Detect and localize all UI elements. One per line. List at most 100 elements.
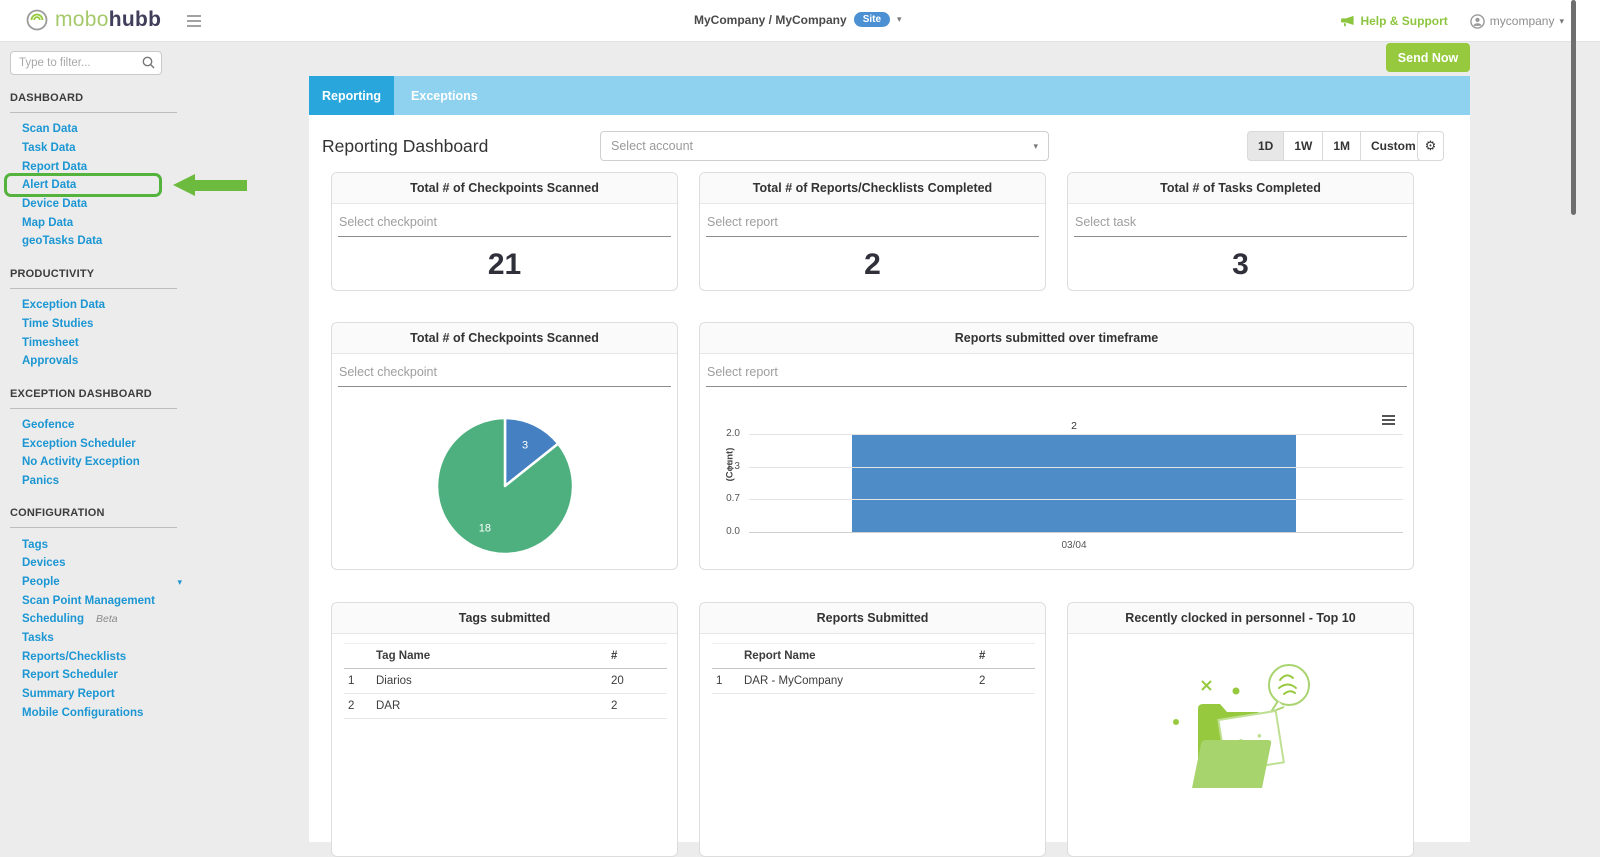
sidebar-item-summary-report[interactable]: Summary Report	[10, 685, 190, 704]
search-icon	[142, 56, 155, 69]
sidebar-item-geotasks-data[interactable]: geoTasks Data	[10, 232, 190, 251]
sidebar-item-approvals[interactable]: Approvals	[10, 352, 190, 371]
gridline	[749, 434, 1403, 435]
gridline	[749, 467, 1403, 468]
table-cell: 2	[975, 669, 1035, 694]
bar-series	[852, 434, 1296, 532]
sidebar-item-tasks[interactable]: Tasks	[10, 629, 190, 648]
sidebar-item-scheduling[interactable]: SchedulingBeta	[10, 610, 190, 629]
page-title: Reporting Dashboard	[322, 136, 488, 157]
table-cell: 1	[344, 669, 372, 694]
tab-exceptions[interactable]: Exceptions	[394, 76, 495, 115]
range-button-1w[interactable]: 1W	[1284, 131, 1323, 161]
gridline	[749, 499, 1403, 500]
sidebar-item-label: Time Studies	[22, 318, 93, 330]
sidebar-item-report-data[interactable]: Report Data	[10, 157, 190, 176]
user-menu[interactable]: mycompany ▾	[1470, 14, 1564, 29]
personnel-card: Recently clocked in personnel - Top 10	[1067, 602, 1414, 857]
sidebar-item-exception-data[interactable]: Exception Data	[10, 296, 190, 315]
annotation-arrow-shaft	[194, 180, 247, 191]
sidebar-item-scan-data[interactable]: Scan Data	[10, 120, 190, 139]
y-axis-tick: 1.3	[726, 461, 740, 472]
sidebar-filter-input[interactable]	[10, 51, 162, 75]
sidebar-item-tags[interactable]: Tags	[10, 535, 190, 554]
sidebar-item-label: Timesheet	[22, 337, 79, 349]
topbar-right: Help & Support mycompany ▾	[1340, 0, 1564, 42]
sidebar-item-time-studies[interactable]: Time Studies	[10, 315, 190, 334]
section-divider	[10, 527, 177, 528]
sidebar-item-people[interactable]: People▾	[10, 573, 190, 592]
chevron-down-icon: ▾	[1559, 16, 1564, 27]
range-button-1m[interactable]: 1M	[1323, 131, 1361, 161]
card-title: Total # of Reports/Checklists Completed	[700, 173, 1045, 204]
sidebar-item-task-data[interactable]: Task Data	[10, 139, 190, 158]
stat-card-total-of-tasks-completed: Total # of Tasks CompletedSelect task3	[1067, 172, 1414, 291]
account-select[interactable]: Select account ▾	[600, 131, 1049, 161]
checkpoint-select-input[interactable]: Select checkpoint	[338, 365, 671, 387]
section-divider	[10, 408, 177, 409]
sidebar-item-mobile-configurations[interactable]: Mobile Configurations	[10, 704, 190, 723]
section-title-configuration: CONFIGURATION	[10, 507, 290, 519]
report-select-input[interactable]: Select report	[706, 365, 1407, 387]
sidebar-item-label: Exception Data	[22, 299, 105, 311]
chart-menu-icon[interactable]	[1382, 415, 1395, 427]
gear-icon[interactable]: ⚙	[1417, 131, 1444, 161]
sidebar-item-label: Devices	[22, 557, 65, 569]
tab-reporting[interactable]: Reporting	[309, 76, 394, 115]
beta-badge: Beta	[96, 613, 118, 625]
table-cell: 2	[607, 694, 667, 719]
reports-table-card: Reports Submitted Report Name# 1DAR - My…	[699, 602, 1046, 857]
sidebar-item-report-scheduler[interactable]: Report Scheduler	[10, 666, 190, 685]
sidebar-item-reports-checklists[interactable]: Reports/Checklists	[10, 647, 190, 666]
section-divider	[10, 288, 177, 289]
tags-table-card: Tags submitted Tag Name# 1Diarios202DAR2	[331, 602, 678, 857]
gridline	[749, 532, 1403, 533]
section-title-exception-dashboard: EXCEPTION DASHBOARD	[10, 388, 290, 400]
annotation-arrow-head	[173, 174, 195, 196]
sidebar-item-devices[interactable]: Devices	[10, 554, 190, 573]
table-cell: 20	[607, 669, 667, 694]
sidebar-item-scan-point-management[interactable]: Scan Point Management	[10, 591, 190, 610]
sidebar-item-device-data[interactable]: Device Data	[10, 195, 190, 214]
column-header: #	[607, 644, 667, 669]
sidebar-item-panics[interactable]: Panics	[10, 472, 190, 491]
sidebar-item-alert-data[interactable]: Alert Data	[10, 176, 190, 195]
send-now-button[interactable]: Send Now	[1386, 43, 1470, 72]
x-axis-tick: 03/04	[1061, 540, 1086, 551]
sidebar-item-label: Summary Report	[22, 688, 115, 700]
stat-value: 3	[1068, 248, 1413, 282]
logo-icon	[26, 9, 48, 31]
stat-select-input[interactable]: Select checkpoint	[338, 215, 671, 237]
stat-select-input[interactable]: Select report	[706, 215, 1039, 237]
logo-text-hubb: hubb	[109, 8, 162, 31]
sidebar-item-timesheet[interactable]: Timesheet	[10, 333, 190, 352]
y-axis-tick: 0.0	[726, 526, 740, 537]
sidebar-item-label: Exception Scheduler	[22, 438, 136, 450]
sidebar-item-no-activity-exception[interactable]: No Activity Exception	[10, 453, 190, 472]
sidebar-item-geofence[interactable]: Geofence	[10, 416, 190, 435]
stat-select-input[interactable]: Select task	[1074, 215, 1407, 237]
bar-chart-card: Reports submitted over timeframe Select …	[699, 322, 1414, 570]
y-axis-tick: 0.7	[726, 493, 740, 504]
sidebar-item-label: Scan Data	[22, 123, 78, 135]
reports-table: Report Name# 1DAR - MyCompany2	[712, 643, 1035, 694]
table-cell: 1	[712, 669, 740, 694]
card-title: Total # of Checkpoints Scanned	[332, 173, 677, 204]
pie-chart: 318	[332, 396, 678, 570]
sidebar-item-label: Tags	[22, 539, 48, 551]
screen: mobohubb MyCompany / MyCompany Site ▾ He…	[0, 0, 1600, 735]
sidebar-toggle-icon[interactable]	[187, 15, 201, 30]
sidebar-item-exception-scheduler[interactable]: Exception Scheduler	[10, 434, 190, 453]
megaphone-icon	[1340, 15, 1355, 27]
chevron-down-icon: ▾	[1033, 141, 1038, 152]
table-cell: DAR - MyCompany	[740, 669, 975, 694]
bar-plot-area: 2 03/04 2.01.30.70.0	[749, 434, 1403, 532]
range-button-1d[interactable]: 1D	[1247, 131, 1284, 161]
logo: mobohubb	[26, 8, 161, 32]
bar-value-label: 2	[1071, 420, 1077, 432]
vertical-scrollbar[interactable]	[1571, 0, 1576, 215]
company-selector[interactable]: MyCompany / MyCompany Site ▾	[694, 12, 902, 27]
sidebar-item-map-data[interactable]: Map Data	[10, 213, 190, 232]
help-support-link[interactable]: Help & Support	[1340, 14, 1447, 28]
column-header: #	[975, 644, 1035, 669]
